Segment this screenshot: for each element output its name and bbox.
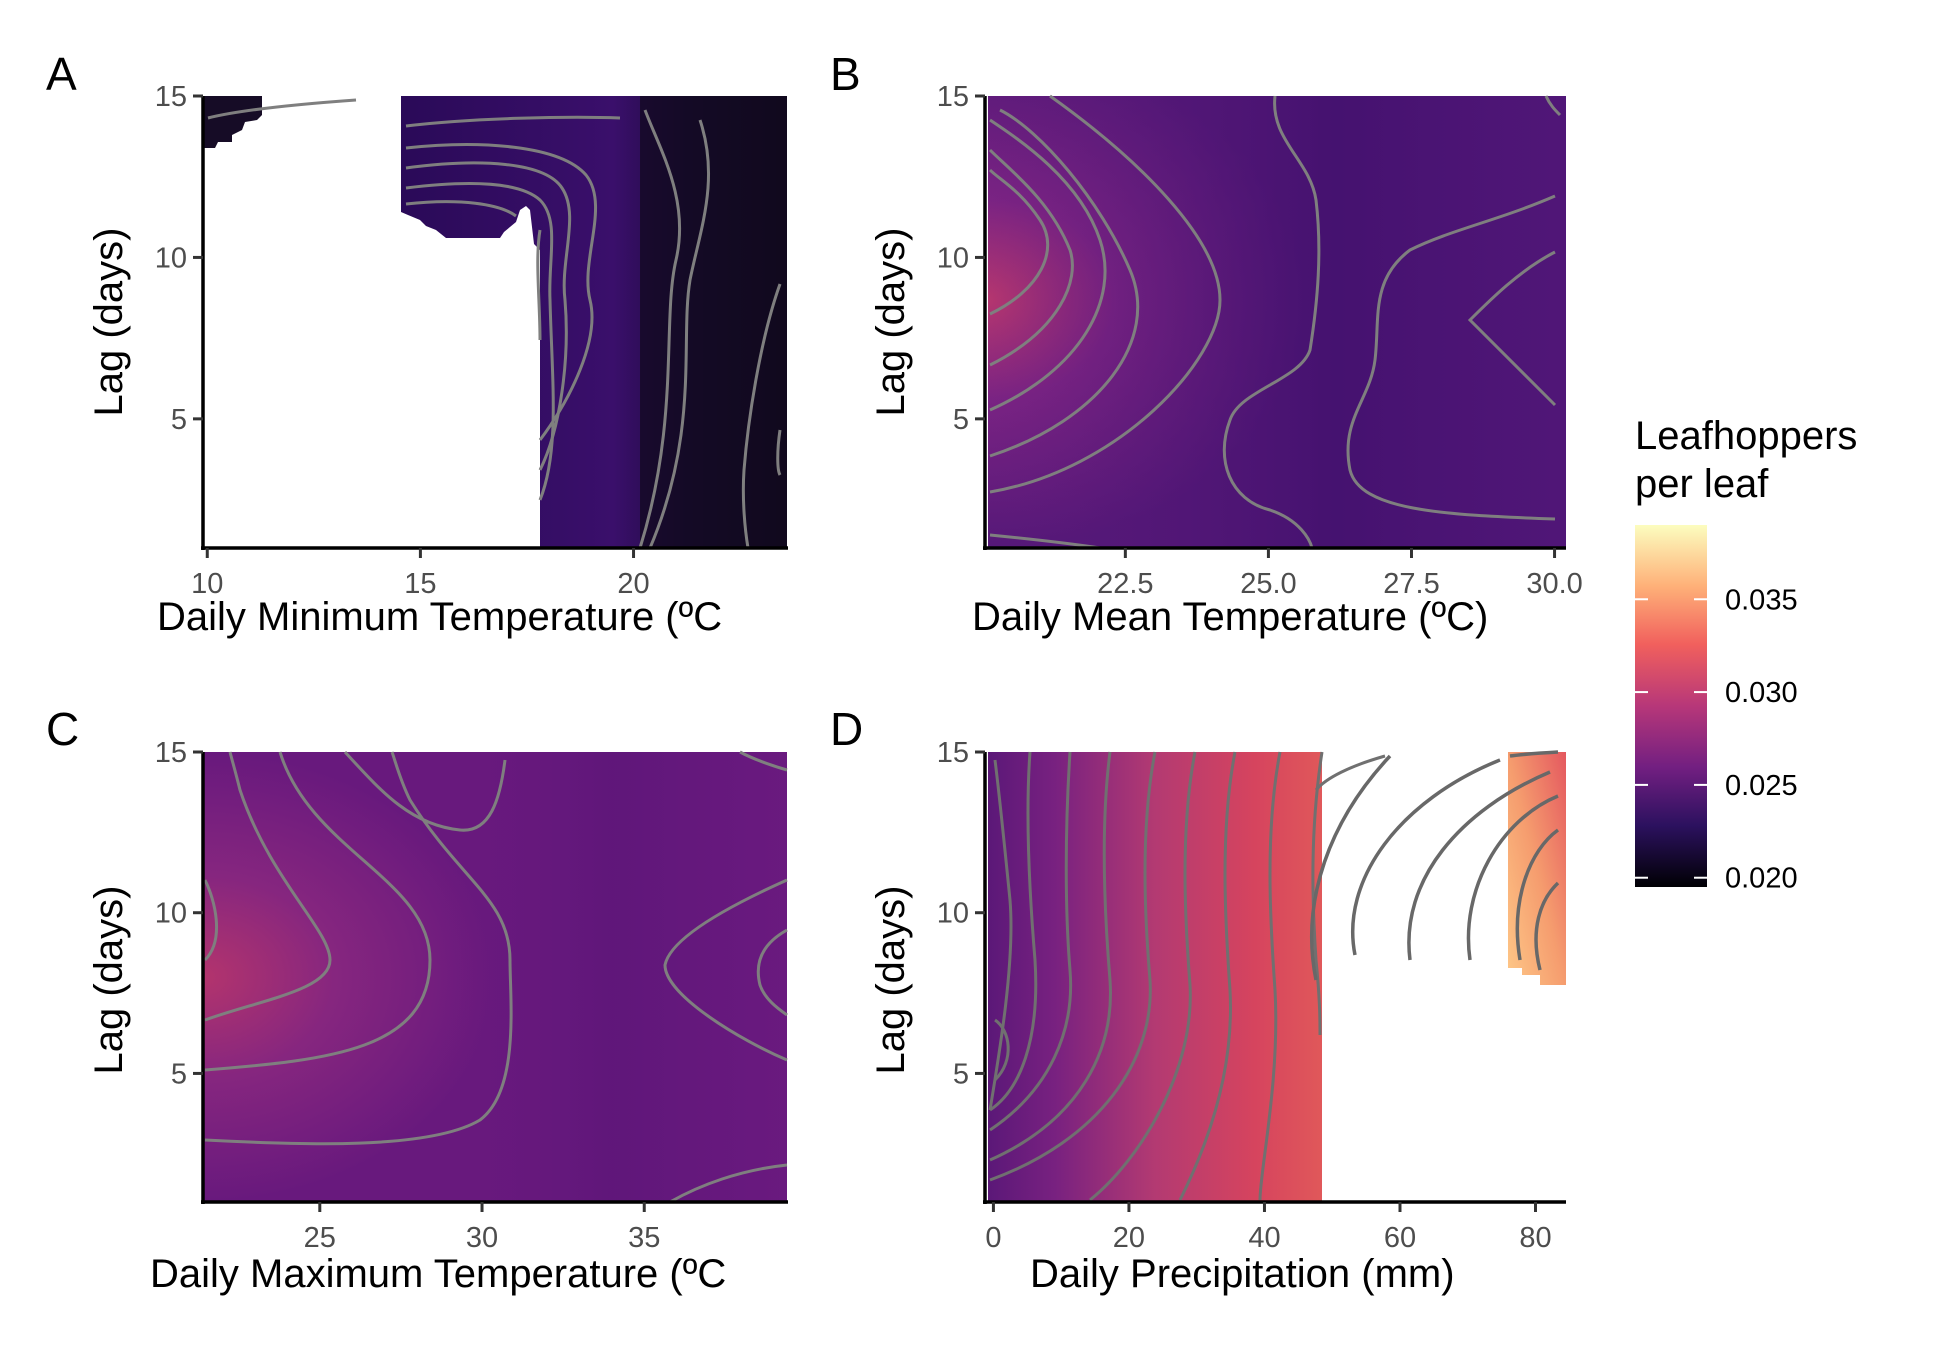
- panel-a-xlabel: Daily Minimum Temperature (ºC: [157, 595, 722, 639]
- legend-title-line2: per leaf: [1635, 462, 1769, 506]
- panel-d-xlabel: Daily Precipitation (mm): [1030, 1252, 1455, 1296]
- panel-b-heatmap: [988, 94, 1566, 550]
- panel-a: A: [46, 48, 788, 639]
- x-tick-label: 35: [628, 1222, 660, 1254]
- colorbar-legend: Leafhoppers per leaf 0.035 0.030 0.025 0.02…: [1635, 414, 1857, 895]
- y-tick-label: 15: [937, 737, 969, 769]
- panel-d-axes: [983, 752, 1566, 1204]
- y-tick-label: 10: [155, 898, 187, 930]
- panel-a-heatmap: [203, 96, 787, 549]
- legend-ticks: 0.035 0.030 0.025 0.020: [1635, 584, 1798, 895]
- panel-b-contours: [988, 94, 1562, 550]
- x-tick-label: 40: [1248, 1222, 1280, 1254]
- x-tick-label: 30: [466, 1222, 498, 1254]
- legend-tick-label: 0.035: [1725, 584, 1798, 616]
- panel-d-letter: D: [830, 703, 863, 755]
- panel-b-xlabel: Daily Mean Temperature (ºC): [972, 595, 1488, 639]
- y-tick-label: 10: [937, 242, 969, 274]
- legend-tick-label: 0.030: [1725, 677, 1798, 709]
- x-tick-label: 15: [404, 568, 436, 600]
- x-tick-label: 27.5: [1383, 568, 1439, 600]
- panel-d: D: [830, 703, 1566, 1296]
- panel-a-ticks: 10 15 20 5 10 15: [155, 81, 650, 600]
- panel-d-ticks: 0 20 40 60 80 5 10 15: [937, 737, 1552, 1254]
- panel-b-ticks: 22.5 25.0 27.5 30.0 5 10 15: [937, 81, 1583, 600]
- legend-tick-label: 0.020: [1725, 863, 1798, 895]
- panel-c-xlabel: Daily Maximum Temperature (ºC: [150, 1252, 726, 1296]
- panel-c-heatmap: [203, 750, 788, 1204]
- panel-b-letter: B: [830, 48, 861, 100]
- y-tick-label: 10: [155, 242, 187, 274]
- panel-a-axes: [201, 96, 788, 550]
- y-tick-label: 15: [155, 81, 187, 113]
- y-tick-label: 5: [171, 1058, 187, 1090]
- panel-c-axes: [201, 752, 788, 1204]
- y-tick-label: 15: [937, 81, 969, 113]
- panel-d-contours-extrap: [1309, 750, 1560, 981]
- y-tick-label: 10: [937, 898, 969, 930]
- panel-d-heatmap: [988, 750, 1566, 1202]
- x-tick-label: 60: [1384, 1222, 1416, 1254]
- panel-d-ylabel: Lag (days): [869, 886, 913, 1075]
- panel-c: C 25 30 35 5 10 15 Daily Maximum Temperature …: [46, 703, 788, 1296]
- x-tick-label: 20: [1113, 1222, 1145, 1254]
- legend-tick-label: 0.025: [1725, 770, 1798, 802]
- panel-c-ylabel: Lag (days): [87, 886, 131, 1075]
- y-tick-label: 5: [171, 404, 187, 436]
- x-tick-label: 80: [1519, 1222, 1551, 1254]
- y-tick-label: 5: [953, 404, 969, 436]
- y-tick-label: 15: [155, 737, 187, 769]
- panel-b-axes: [983, 96, 1566, 550]
- panel-a-ylabel: Lag (days): [87, 228, 131, 417]
- panel-b-ylabel: Lag (days): [869, 228, 913, 417]
- panel-a-letter: A: [46, 48, 77, 100]
- x-tick-label: 20: [617, 568, 649, 600]
- x-tick-label: 30.0: [1526, 568, 1582, 600]
- colorbar: [1635, 525, 1707, 887]
- x-tick-label: 10: [191, 568, 223, 600]
- legend-title-line1: Leafhoppers: [1635, 414, 1857, 458]
- panel-c-ticks: 25 30 35 5 10 15: [155, 737, 661, 1254]
- panel-c-letter: C: [46, 703, 79, 755]
- panel-c-contours: [203, 750, 788, 1204]
- panel-a-contours: [207, 98, 782, 549]
- x-tick-label: 25.0: [1240, 568, 1296, 600]
- y-tick-label: 5: [953, 1058, 969, 1090]
- x-tick-label: 0: [985, 1222, 1001, 1254]
- x-tick-label: 25: [304, 1222, 336, 1254]
- panel-d-contours: [988, 751, 1386, 1202]
- x-tick-label: 22.5: [1097, 568, 1153, 600]
